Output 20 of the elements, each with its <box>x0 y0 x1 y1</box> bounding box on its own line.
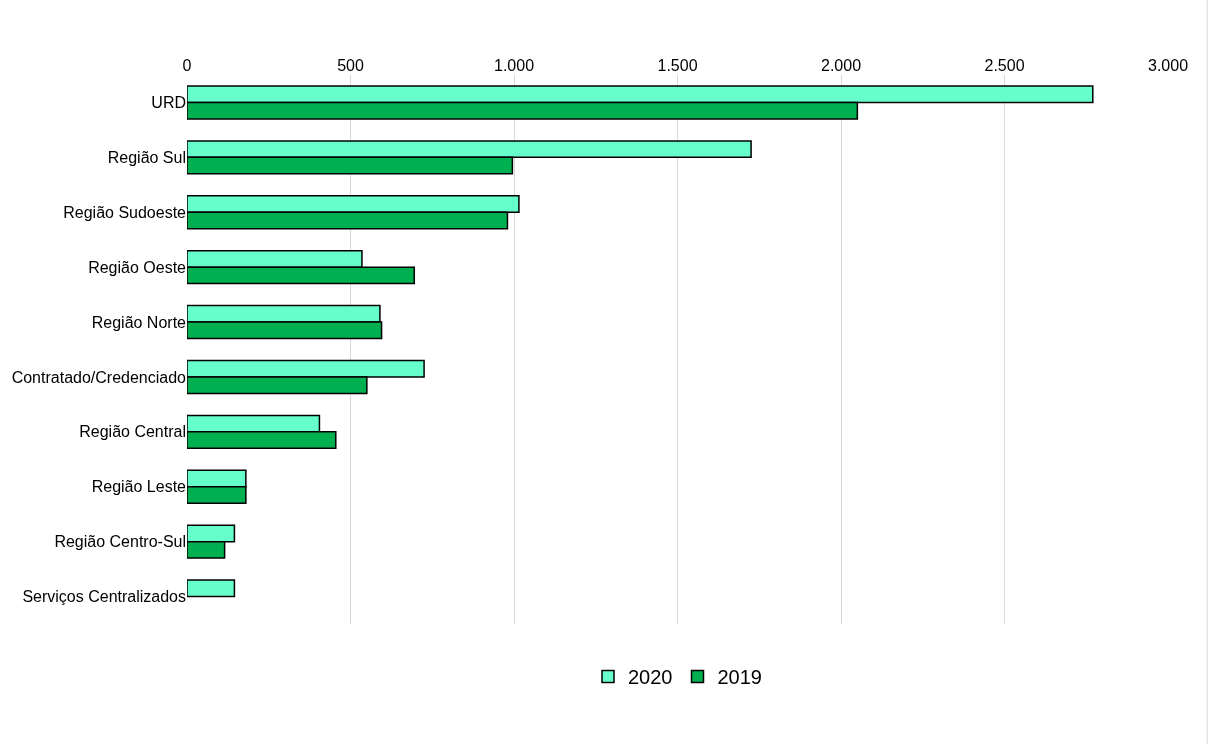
x-tick-label: 1.000 <box>493 56 535 74</box>
y-tick-label: Região Sul <box>107 148 186 166</box>
x-tick-label: 0 <box>182 56 192 74</box>
x-tick-label: 3.000 <box>1147 56 1189 74</box>
y-tick-label: Região Oeste <box>88 258 187 276</box>
bar <box>187 579 236 598</box>
y-tick-label: Região Leste <box>91 478 187 496</box>
x-tick-label: 1.500 <box>657 56 698 74</box>
legend-label: 2019 <box>717 666 762 689</box>
x-tick-label: 500 <box>337 56 364 74</box>
y-tick-label: Região Norte <box>91 313 187 331</box>
y-tick-label: Região Central <box>79 423 186 441</box>
y-tick-label: Região Centro-Sul <box>54 533 186 551</box>
x-tick-label: 2.500 <box>984 56 1025 74</box>
y-tick-label: Contratado/Credenciado <box>11 368 187 386</box>
legend-label: 2020 <box>628 666 673 689</box>
y-tick-label: URD <box>151 94 186 112</box>
y-tick-label: Região Sudoeste <box>63 203 187 221</box>
y-tick-label: Serviços Centralizados <box>22 588 186 606</box>
x-tick-label: 2.000 <box>820 56 862 74</box>
